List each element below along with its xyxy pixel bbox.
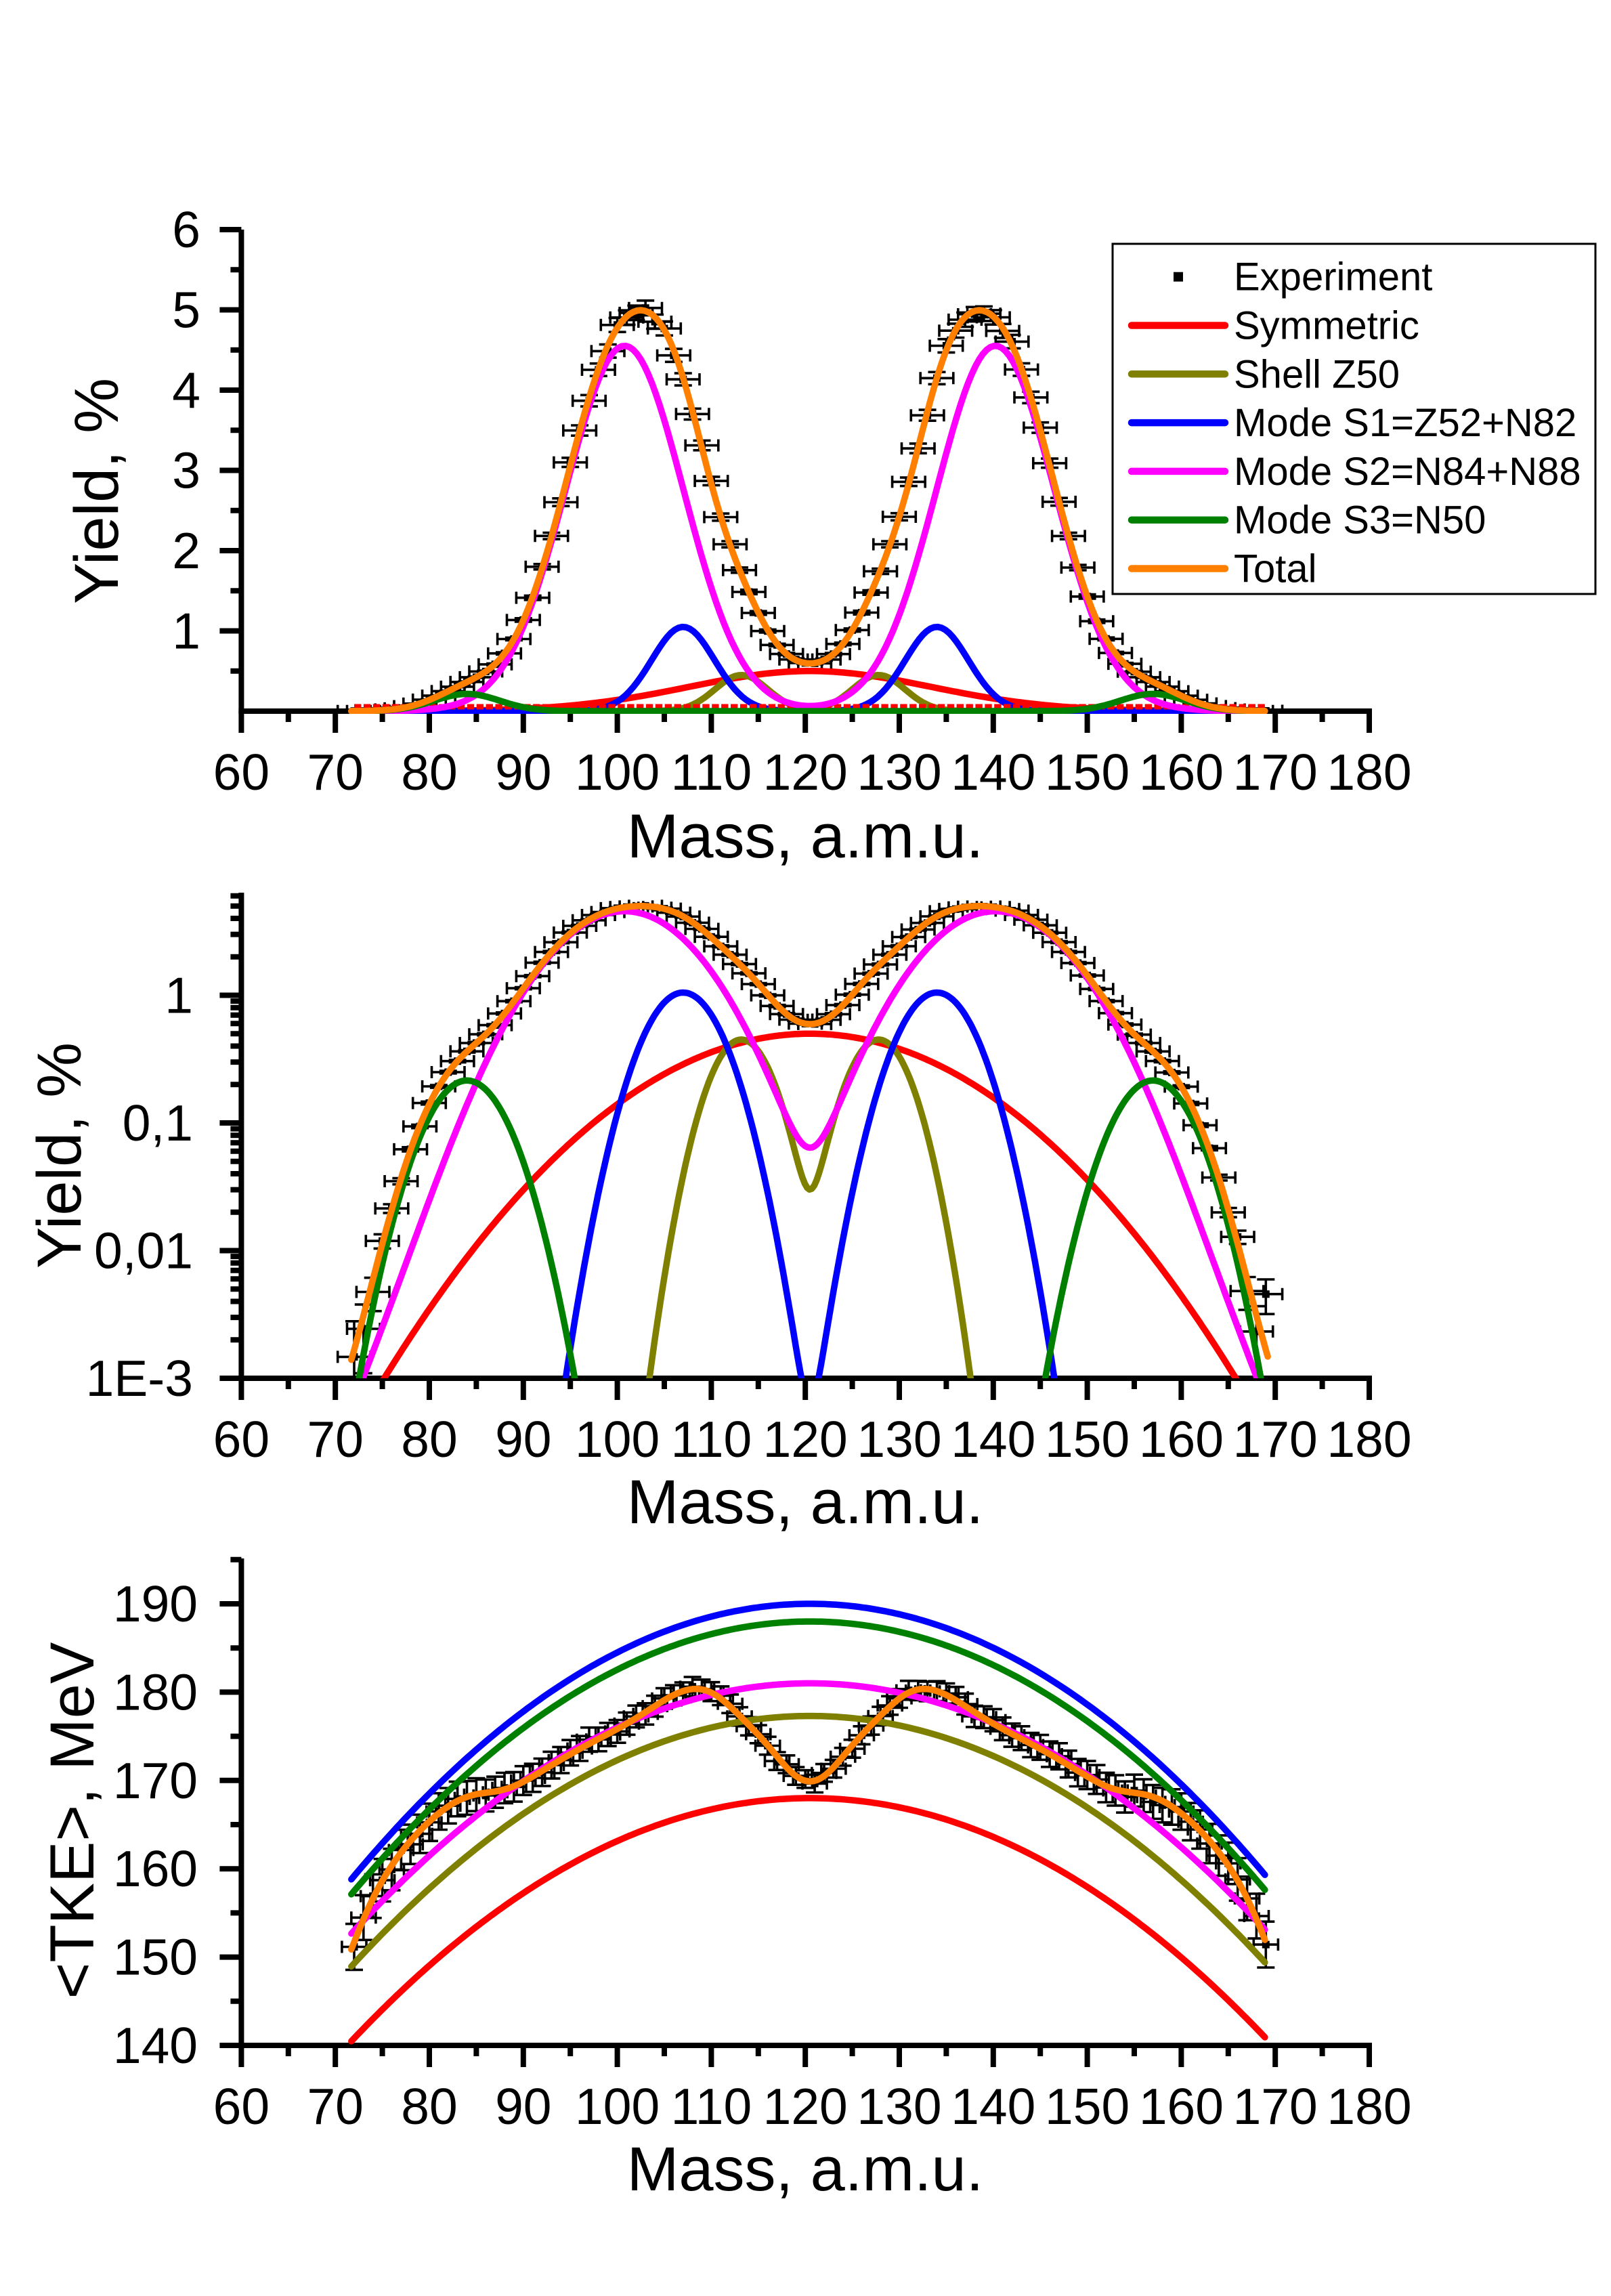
svg-text:150: 150 <box>1045 2078 1130 2135</box>
svg-text:4: 4 <box>172 362 200 419</box>
svg-text:140: 140 <box>951 744 1035 801</box>
svg-text:70: 70 <box>307 2078 363 2135</box>
svg-text:<TKE>, MeV: <TKE>, MeV <box>38 1642 107 1999</box>
svg-text:Mass, a.m.u.: Mass, a.m.u. <box>627 1468 984 1537</box>
svg-text:80: 80 <box>401 744 457 801</box>
svg-text:100: 100 <box>575 2078 660 2135</box>
svg-text:150: 150 <box>113 1929 198 1986</box>
svg-text:Total: Total <box>1234 547 1317 591</box>
svg-text:0,1: 0,1 <box>123 1094 193 1151</box>
svg-text:70: 70 <box>307 744 363 801</box>
svg-text:Mode S3=N50: Mode S3=N50 <box>1234 498 1486 543</box>
svg-text:1E-3: 1E-3 <box>86 1350 193 1407</box>
svg-text:Mass, a.m.u.: Mass, a.m.u. <box>627 802 984 871</box>
svg-text:Mass, a.m.u.: Mass, a.m.u. <box>627 2135 984 2204</box>
svg-text:110: 110 <box>671 2078 752 2135</box>
svg-text:120: 120 <box>763 744 848 801</box>
svg-text:160: 160 <box>1139 1411 1224 1468</box>
svg-text:Symmetric: Symmetric <box>1234 304 1419 348</box>
svg-text:140: 140 <box>951 1411 1035 1468</box>
svg-text:180: 180 <box>1327 1411 1411 1468</box>
svg-text:190: 190 <box>113 1575 198 1632</box>
svg-text:Yield, %: Yield, % <box>25 1042 94 1269</box>
svg-text:Experiment: Experiment <box>1234 255 1432 299</box>
svg-text:160: 160 <box>113 1840 198 1897</box>
svg-text:0,01: 0,01 <box>94 1223 193 1279</box>
svg-text:120: 120 <box>763 1411 848 1468</box>
svg-text:90: 90 <box>495 1411 551 1468</box>
svg-text:150: 150 <box>1045 744 1130 801</box>
svg-text:Yield, %: Yield, % <box>62 378 131 604</box>
svg-text:180: 180 <box>1327 744 1411 801</box>
svg-text:170: 170 <box>113 1752 198 1809</box>
svg-text:60: 60 <box>213 2078 270 2135</box>
svg-text:2: 2 <box>172 522 200 579</box>
svg-text:6: 6 <box>172 201 200 258</box>
svg-text:80: 80 <box>401 1411 457 1468</box>
svg-text:110: 110 <box>671 1411 752 1468</box>
svg-text:80: 80 <box>401 2078 457 2135</box>
svg-text:130: 130 <box>857 1411 941 1468</box>
svg-text:180: 180 <box>113 1663 198 1720</box>
svg-text:160: 160 <box>1139 744 1224 801</box>
svg-text:100: 100 <box>575 1411 660 1468</box>
svg-text:60: 60 <box>213 1411 270 1468</box>
svg-text:1: 1 <box>172 603 200 660</box>
svg-text:170: 170 <box>1233 744 1318 801</box>
svg-text:1: 1 <box>165 967 193 1024</box>
svg-text:140: 140 <box>951 2078 1035 2135</box>
svg-text:90: 90 <box>495 2078 551 2135</box>
svg-text:140: 140 <box>113 2017 198 2074</box>
svg-text:70: 70 <box>307 1411 363 1468</box>
svg-text:Shell Z50: Shell Z50 <box>1234 352 1400 396</box>
svg-text:180: 180 <box>1327 2078 1411 2135</box>
svg-text:130: 130 <box>857 2078 941 2135</box>
svg-text:160: 160 <box>1139 2078 1224 2135</box>
svg-text:170: 170 <box>1233 2078 1318 2135</box>
svg-text:Mode S1=Z52+N82: Mode S1=Z52+N82 <box>1234 401 1576 445</box>
svg-text:100: 100 <box>575 744 660 801</box>
svg-text:3: 3 <box>172 442 200 499</box>
svg-text:5: 5 <box>172 282 200 339</box>
svg-text:150: 150 <box>1045 1411 1130 1468</box>
svg-text:110: 110 <box>671 744 752 801</box>
svg-text:90: 90 <box>495 744 551 801</box>
svg-text:Mode S2=N84+N88: Mode S2=N84+N88 <box>1234 450 1581 494</box>
svg-text:60: 60 <box>213 744 270 801</box>
svg-text:120: 120 <box>763 2078 848 2135</box>
svg-text:130: 130 <box>857 744 941 801</box>
svg-text:170: 170 <box>1233 1411 1318 1468</box>
